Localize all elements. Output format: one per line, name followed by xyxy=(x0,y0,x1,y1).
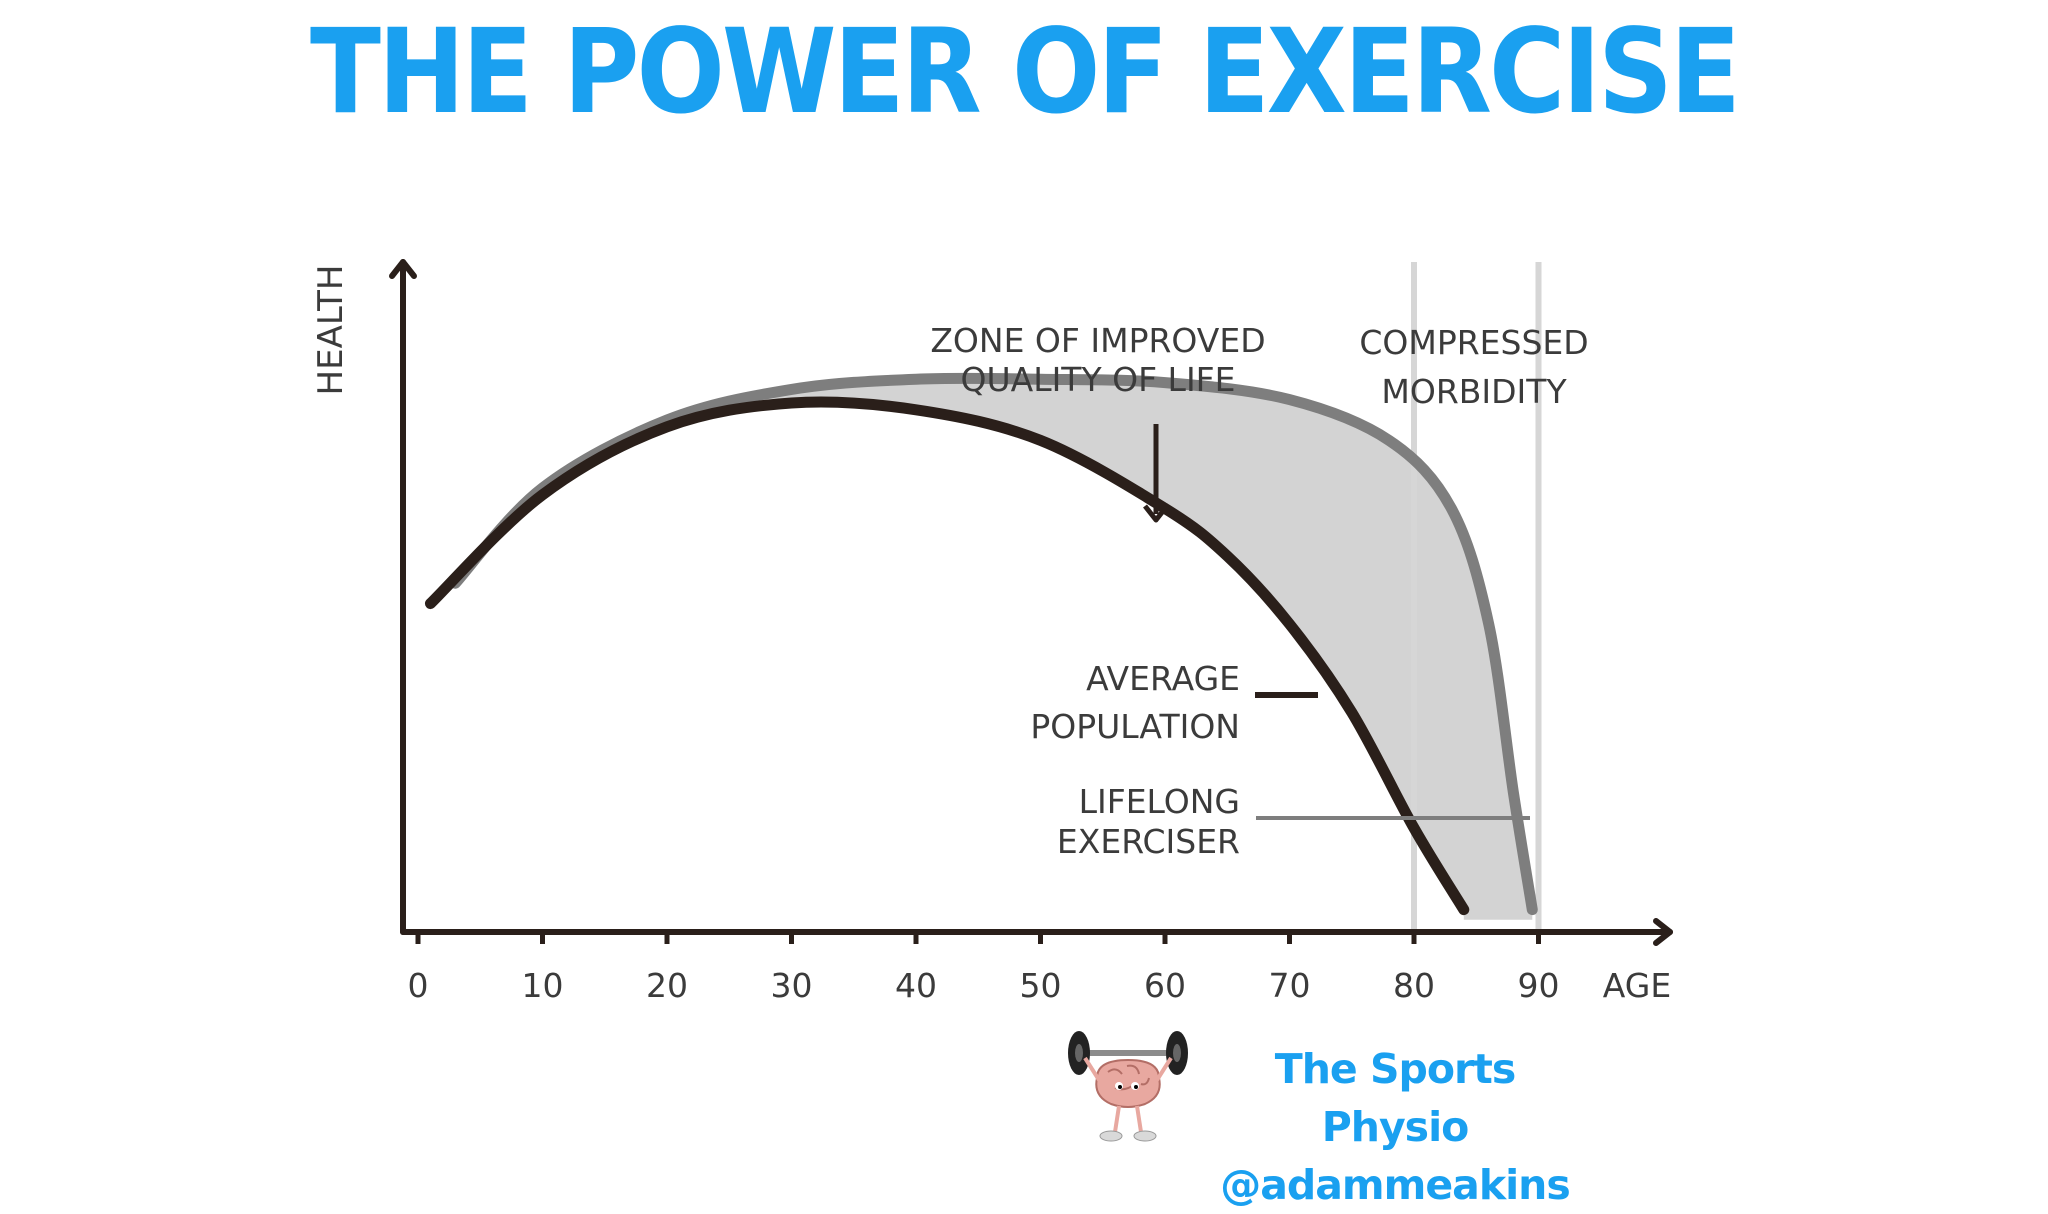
brand-handle: @adammeakins xyxy=(1220,1161,1571,1209)
annotation-lifelong-exerciser: EXERCISER xyxy=(1057,822,1240,861)
x-tick-label: 70 xyxy=(1269,966,1311,1005)
x-tick-label: 0 xyxy=(408,966,429,1005)
axes xyxy=(389,259,1673,946)
y-axis-label: HEALTH xyxy=(311,265,351,396)
x-tick-labels: 0 10 20 30 40 50 60 70 80 90 xyxy=(408,932,1560,1005)
x-tick-label: 90 xyxy=(1518,966,1560,1005)
zone-of-improved-quality-fill xyxy=(430,378,1533,920)
annotation-zone-of-improved-quality: ZONE OF IMPROVED xyxy=(930,321,1265,360)
x-tick-label: 50 xyxy=(1020,966,1062,1005)
x-axis-label: AGE xyxy=(1603,966,1671,1005)
zone-arrow xyxy=(1143,424,1169,523)
annotation-compressed-morbidity: COMPRESSED xyxy=(1359,323,1588,362)
series-line-lifelong-exerciser xyxy=(449,372,1538,916)
x-axis-arrowhead xyxy=(1653,918,1673,946)
brain-lifting-barbell-icon xyxy=(1068,1031,1188,1142)
chart: 0 10 20 30 40 50 60 70 80 90 ZONE OF IMPROVEDQUAL… xyxy=(311,259,1673,1005)
annotation-zone-of-improved-quality: QUALITY OF LIFE xyxy=(960,360,1235,399)
x-tick-label: 30 xyxy=(771,966,813,1005)
x-tick-label: 10 xyxy=(522,966,564,1005)
annotation-average-population: AVERAGE xyxy=(1086,659,1240,698)
x-tick-label: 60 xyxy=(1144,966,1186,1005)
annotation-lifelong-exerciser: LIFELONG xyxy=(1079,782,1240,821)
annotation-compressed-morbidity: MORBIDITY xyxy=(1381,372,1567,411)
page-title: THE POWER OF EXERCISE xyxy=(310,3,1741,141)
x-tick-label: 20 xyxy=(646,966,688,1005)
y-axis-arrowhead xyxy=(389,259,417,279)
brand-text: The Sports Physio @adammeakins xyxy=(1215,1040,1575,1214)
brand-name: The Sports Physio xyxy=(1274,1045,1517,1151)
x-tick-label: 40 xyxy=(895,966,937,1005)
series-line-average-population xyxy=(424,396,1470,916)
annotation-average-population: POPULATION xyxy=(1030,707,1240,746)
x-tick-label: 80 xyxy=(1393,966,1435,1005)
